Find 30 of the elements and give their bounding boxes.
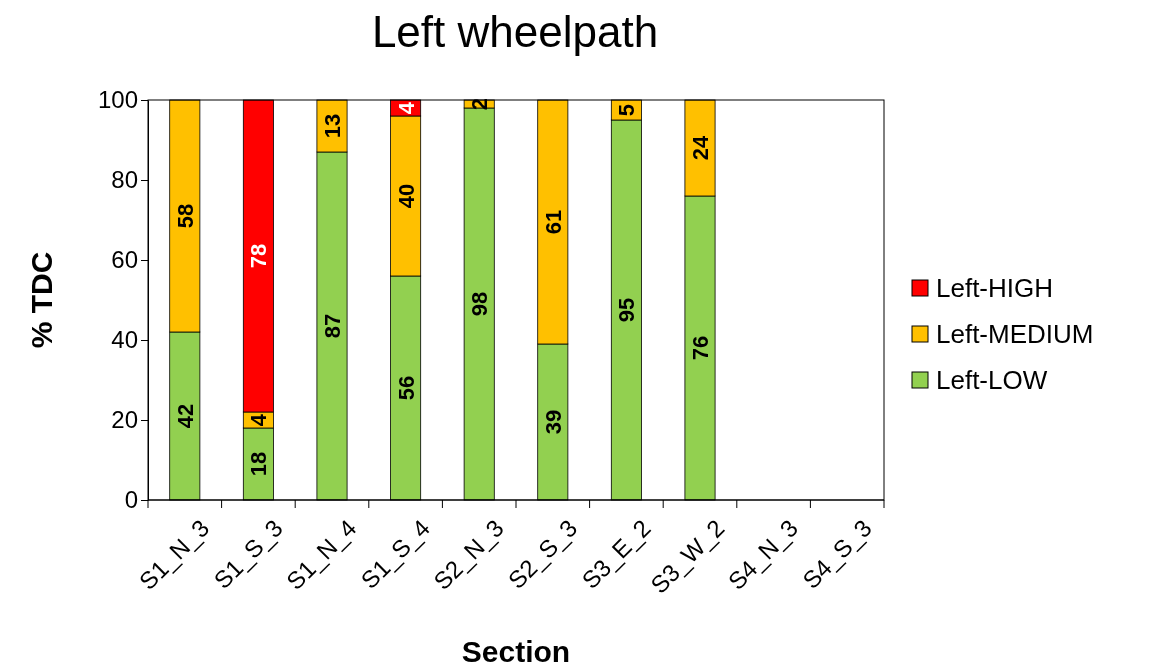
data-label: 24 (687, 135, 713, 161)
legend-label: Left-LOW (936, 365, 1048, 396)
data-label: 40 (393, 183, 419, 209)
data-label: 98 (467, 291, 493, 317)
data-label: 5 (614, 103, 640, 117)
data-label: 78 (246, 243, 272, 269)
legend-label: Left-HIGH (936, 273, 1054, 304)
data-label: 4 (393, 101, 419, 115)
data-label: 4 (246, 413, 272, 427)
data-label: 58 (172, 203, 198, 229)
data-label: 56 (393, 375, 419, 401)
y-tick-label: 100 (97, 86, 138, 114)
data-label: 2 (467, 97, 493, 111)
data-label: 42 (172, 403, 198, 429)
y-tick-label: 60 (111, 246, 138, 274)
data-label: 87 (319, 313, 345, 339)
data-label: 13 (319, 113, 345, 139)
data-label: 76 (687, 335, 713, 361)
data-label: 61 (540, 209, 566, 235)
y-tick-label: 40 (111, 326, 138, 354)
legend-label: Left-MEDIUM (936, 319, 1094, 350)
data-label: 95 (614, 297, 640, 323)
y-axis-title: % TDC (25, 251, 58, 349)
data-label: 18 (246, 451, 272, 477)
y-tick-label: 20 (111, 406, 138, 434)
data-label: 39 (540, 409, 566, 435)
y-tick-label: 0 (124, 486, 138, 514)
y-tick-label: 80 (111, 166, 138, 194)
chart-title: Left wheelpath (371, 7, 659, 56)
x-axis-title: Section (461, 635, 571, 666)
